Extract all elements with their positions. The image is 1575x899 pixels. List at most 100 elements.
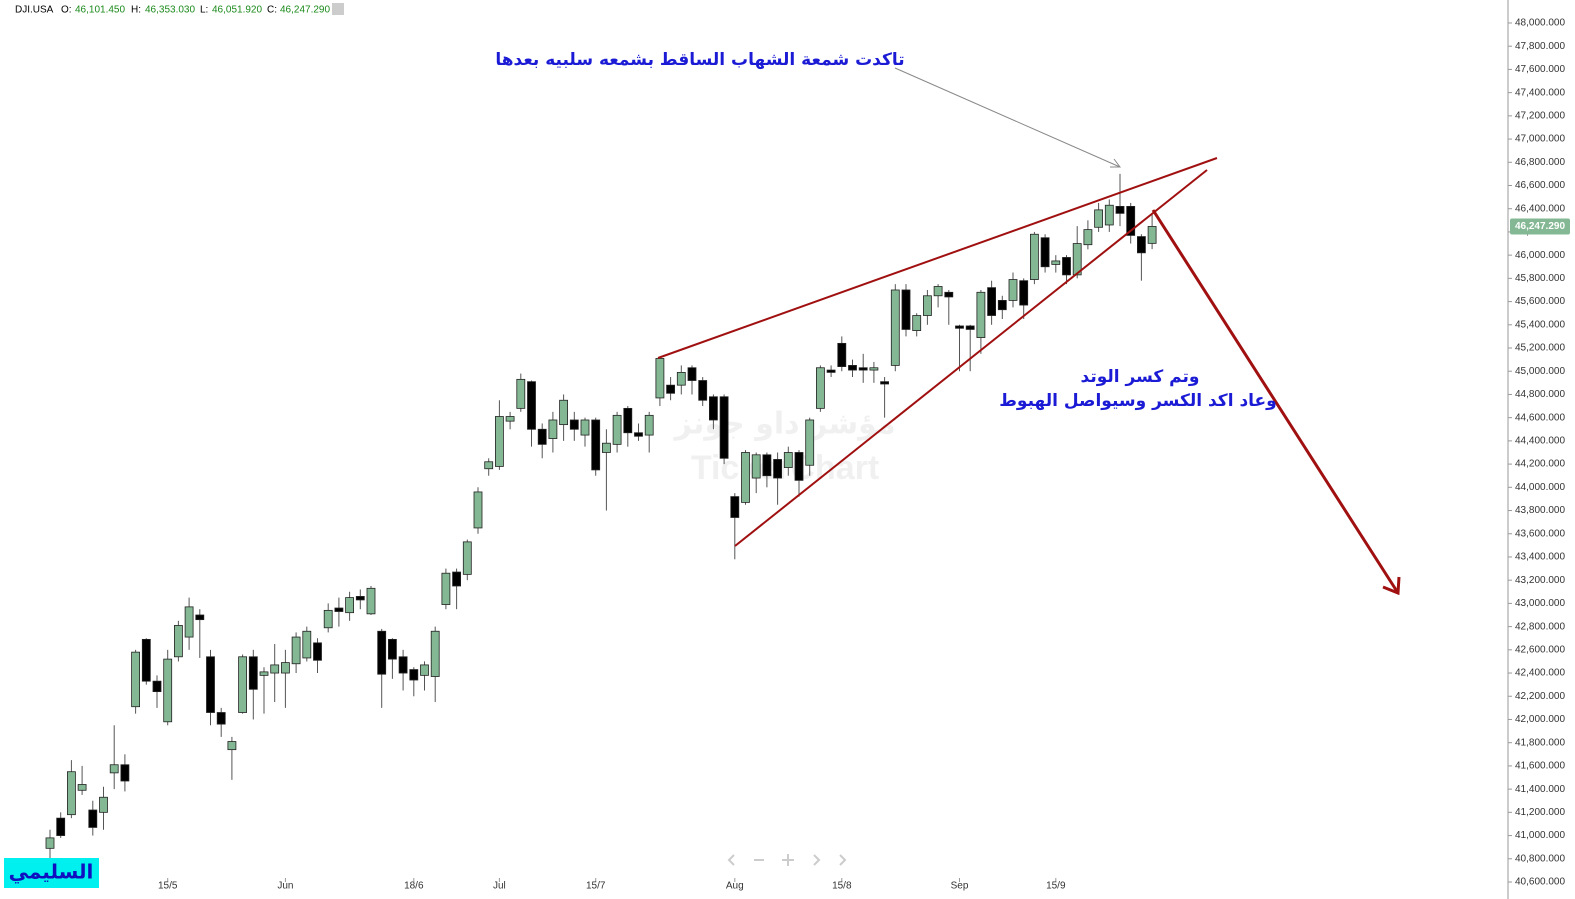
- y-tick-label: 46,400.000: [1515, 203, 1565, 214]
- high-value: 46,353.030: [145, 5, 195, 16]
- candle-body: [537, 428, 547, 445]
- high-label: H:: [131, 5, 141, 16]
- candle-body: [484, 461, 494, 470]
- candle-body: [923, 295, 932, 316]
- last-price-label: 46,247.290: [1515, 221, 1565, 232]
- y-tick-label: 45,200.000: [1515, 343, 1565, 354]
- candle-body: [420, 664, 429, 676]
- close-label: C:: [267, 5, 277, 16]
- candle-body: [355, 596, 365, 601]
- candle-body: [1104, 204, 1114, 226]
- candle-body: [99, 796, 108, 813]
- candle-body: [206, 656, 215, 713]
- pointer-arrow-head: [1110, 158, 1121, 168]
- last-price-tag: [1510, 218, 1570, 235]
- y-tick-label: 45,800.000: [1515, 273, 1565, 284]
- nav-forward[interactable]: [813, 854, 821, 866]
- y-tick-label: 42,800.000: [1515, 621, 1565, 632]
- pointer-arrow: [894, 67, 1121, 168]
- x-tick-label: Jun: [277, 881, 293, 892]
- candle-body: [88, 809, 98, 828]
- y-tick-label: 44,600.000: [1515, 412, 1565, 423]
- candle-body: [816, 367, 825, 409]
- candle-body: [45, 837, 55, 849]
- candle-body: [270, 664, 280, 674]
- candle-body: [580, 419, 590, 436]
- y-tick-label: 41,000.000: [1515, 830, 1565, 841]
- header: DJI.USA O: 46,101.450 H: 46,353.030 L: 4…: [15, 3, 344, 16]
- annotation: وتم كسر الوتد: [1081, 367, 1200, 387]
- y-tick-label: 41,800.000: [1515, 737, 1565, 748]
- candle-body: [548, 419, 558, 439]
- candle-body: [666, 384, 675, 394]
- x-tick-label: 15/7: [586, 881, 606, 892]
- candle-body: [462, 541, 472, 575]
- candle-body: [698, 380, 708, 401]
- x-tick-label: 15/8: [832, 881, 852, 892]
- candle-body: [291, 636, 301, 665]
- candle-body: [227, 741, 237, 751]
- symbol: DJI.USA: [15, 5, 54, 16]
- y-tick-label: 45,400.000: [1515, 319, 1565, 330]
- y-tick-label: 46,800.000: [1515, 157, 1565, 168]
- candle-body: [516, 378, 526, 409]
- candle-body: [67, 771, 76, 816]
- open-value: 46,101.450: [75, 5, 125, 16]
- y-tick-label: 47,200.000: [1515, 110, 1565, 121]
- candle-body: [1019, 280, 1029, 306]
- nav-end[interactable]: [839, 854, 847, 866]
- y-tick-label: 47,400.000: [1515, 87, 1565, 98]
- candle-body: [141, 638, 151, 682]
- low-label: L:: [200, 5, 208, 16]
- candle-body: [1051, 260, 1061, 265]
- candle-body: [794, 452, 804, 481]
- candle-body: [1008, 279, 1018, 301]
- candle-body: [644, 414, 654, 436]
- candle-body: [195, 614, 205, 621]
- nav-controls[interactable]: [727, 854, 847, 866]
- candle-body: [302, 630, 312, 659]
- nav-back[interactable]: [727, 854, 735, 866]
- candle-body: [334, 607, 344, 612]
- candle-body: [430, 630, 440, 677]
- y-tick-label: 43,200.000: [1515, 575, 1565, 586]
- x-tick-label: Sep: [951, 881, 969, 892]
- candle-body: [1072, 243, 1082, 276]
- candle-body: [773, 459, 782, 479]
- y-tick-label: 47,600.000: [1515, 64, 1565, 75]
- y-tick-label: 43,400.000: [1515, 552, 1565, 563]
- upper-trendline: [657, 157, 1218, 359]
- candle-body: [1126, 205, 1136, 236]
- y-tick-label: 47,800.000: [1515, 41, 1565, 52]
- candle-body: [965, 325, 975, 330]
- header-button[interactable]: [332, 3, 344, 15]
- candle-body: [377, 630, 387, 675]
- y-tick-label: 43,600.000: [1515, 528, 1565, 539]
- candle-body: [56, 817, 66, 836]
- y-tick-label: 43,800.000: [1515, 505, 1565, 516]
- candle-body: [398, 656, 408, 674]
- candle-body: [687, 367, 697, 381]
- candle-body: [890, 289, 900, 366]
- y-tick-label: 42,400.000: [1515, 668, 1565, 679]
- lower-trendline: [734, 169, 1208, 547]
- candle-body: [131, 651, 141, 708]
- candle-body: [955, 325, 964, 329]
- y-tick-label: 42,200.000: [1515, 691, 1565, 702]
- x-tick-label: Aug: [726, 881, 744, 892]
- y-tick-label: 47,000.000: [1515, 134, 1565, 145]
- candle-body: [933, 286, 943, 297]
- y-tick-label: 40,600.000: [1515, 877, 1565, 888]
- candle-body: [719, 396, 729, 459]
- y-tick-label: 41,600.000: [1515, 761, 1565, 772]
- annotation: تاكدت شمعة الشهاب الساقط بشمعه سلبيه بعد…: [495, 50, 904, 70]
- candle-body: [452, 571, 462, 587]
- candle-body: [216, 712, 226, 725]
- annotation: وعاد اكد الكسر وسيواصل الهبوط: [999, 391, 1276, 411]
- x-tick-label: 15/9: [1046, 881, 1066, 892]
- candle-body: [709, 396, 718, 421]
- candle-body: [944, 291, 954, 298]
- candle-body: [858, 367, 868, 371]
- candle-body: [77, 784, 87, 791]
- y-tick-label: 41,400.000: [1515, 784, 1565, 795]
